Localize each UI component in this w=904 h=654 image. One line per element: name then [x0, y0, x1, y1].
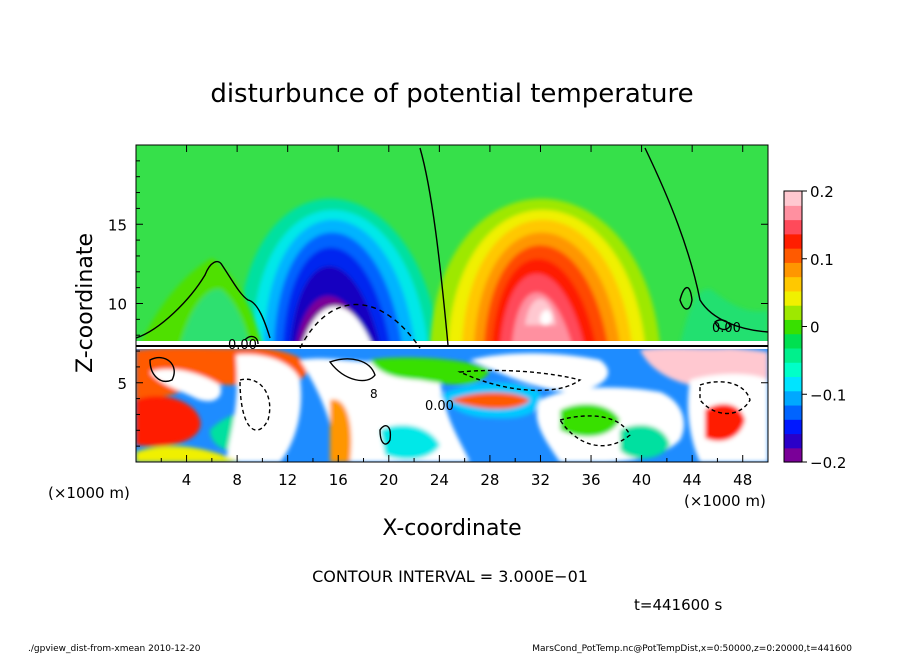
colorbar-tick-label: −0.1 [810, 386, 846, 404]
x-tick-label: 4 [182, 471, 192, 489]
warm-anomaly [430, 198, 660, 345]
x-unit-label: (×1000 m) [48, 484, 130, 502]
colorbar-segment [784, 248, 802, 263]
contour-interval-text: CONTOUR INTERVAL = 3.000E−01 [312, 567, 588, 586]
colorbar-segment [784, 333, 802, 349]
x-tick-label: 36 [581, 471, 600, 489]
footer-right: MarsCond_PotTemp.nc@PotTempDist,x=0:5000… [532, 644, 852, 654]
colorbar-segment [784, 376, 802, 392]
colorbar-segment [784, 404, 802, 420]
colorbar [783, 190, 803, 463]
y-tick-label: 10 [108, 296, 127, 314]
contour-lines [136, 147, 768, 447]
colorbar-segment [784, 362, 802, 378]
colorbar-segment [784, 447, 802, 463]
colorbar-segment [784, 233, 802, 249]
x-ticks: 4 8 12 16 20 24 28 32 36 40 44 48 [160, 145, 769, 489]
x-tick-label: 20 [379, 471, 398, 489]
cold-anomaly [238, 198, 440, 345]
colorbar-tick-label: 0.1 [810, 251, 834, 269]
colorbar-tick-label: 0 [810, 319, 820, 337]
x-tick-label: 44 [683, 471, 702, 489]
y-tick-label: 5 [117, 375, 127, 393]
x-tick-label: 8 [232, 471, 242, 489]
contour-label: 8 [370, 387, 378, 401]
colorbar-tick-label: −0.2 [810, 454, 846, 472]
colorbar-segment [784, 276, 802, 292]
colorbar-segment [784, 390, 802, 406]
colorbar-segment [784, 191, 802, 206]
y-ticks: 5 10 15 [108, 160, 768, 447]
plot-area: 0.00 0.00 0.00 8 [136, 145, 768, 462]
y-unit-label: (×1000 m) [684, 492, 766, 510]
contour-label: 0.00 [712, 321, 741, 336]
colorbar-segment [784, 347, 802, 363]
colorbar-ticks: 0.2 0.1 0 −0.1 −0.2 [802, 183, 846, 472]
contour-label: 0.00 [228, 338, 257, 353]
y-tick-label: 15 [108, 216, 127, 234]
footer-left: ./gpview_dist-from-xmean 2010-12-20 [28, 644, 201, 654]
colorbar-tick-label: 0.2 [810, 183, 834, 201]
y-axis-label: Z-coordinate [73, 233, 98, 373]
x-tick-label: 16 [329, 471, 348, 489]
colorbar-segment [784, 305, 802, 320]
colorbar-segment [784, 419, 802, 435]
colorbar-segment [784, 205, 802, 221]
contour-label: 0.00 [425, 399, 454, 414]
x-tick-label: 28 [480, 471, 499, 489]
colorbar-segment [784, 290, 802, 306]
colorbar-segment [784, 262, 802, 278]
time-text: t=441600 s [634, 596, 722, 614]
colorbar-segment [784, 219, 802, 235]
colorbar-segment [784, 433, 802, 449]
x-tick-label: 32 [531, 471, 550, 489]
chart-title: disturbunce of potential temperature [210, 79, 693, 109]
x-tick-label: 48 [733, 471, 752, 489]
x-axis-label: X-coordinate [382, 516, 521, 541]
lower-turbulent-layer [136, 345, 768, 462]
colorbar-segment [784, 319, 802, 335]
x-tick-label: 12 [278, 471, 297, 489]
x-tick-label: 40 [632, 471, 651, 489]
x-tick-label: 24 [430, 471, 449, 489]
